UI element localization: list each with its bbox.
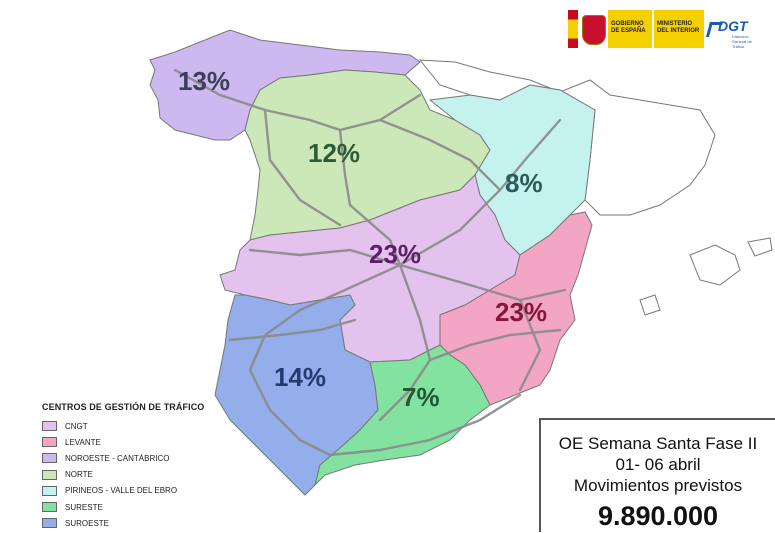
map-region-levante [439,211,593,406]
coat-of-arms-icon [582,15,606,45]
government-logos: GOBIERNO DE ESPAÑA MINISTERIO DEL INTERI… [568,10,772,49]
legend-item: SURESTE [42,499,272,515]
legend-label: NORTE [65,470,93,480]
pct-label-cngt: 23% [369,239,421,269]
legend-label: CNGT [65,421,88,431]
pct-label-levante: 23% [495,297,547,327]
legend-label: PIRINEOS - VALLE DEL EBRO [65,486,178,496]
legend-label: LEVANTE [65,437,101,447]
dgt-subtitle: Dirección General de Tráfico [732,34,752,49]
legend-item: NORTE [42,467,272,483]
legend-swatch [42,453,57,464]
map-region-sureste [314,344,491,487]
legend-swatch [42,469,57,480]
spain-flag-logo [568,10,578,48]
legend-swatch [42,437,57,448]
legend-label: SUROESTE [65,518,110,528]
dgt-logo-text: DGT [718,18,748,34]
pct-label-norte: 12% [308,138,360,168]
pct-label-sureste: 7% [402,382,440,412]
info-total: 9.890.000 [597,501,719,531]
pct-label-noroeste: 13% [178,66,230,96]
map-island-menorca [747,237,773,257]
map-island-mallorca [689,244,741,286]
legend-swatch [42,502,57,513]
legend-swatch [42,518,57,529]
info-title: OE Semana Santa Fase II [558,434,758,453]
gobierno-logo-block [608,10,652,48]
gobierno-text: GOBIERNO DE ESPAÑA [611,21,646,34]
legend-swatch [42,485,57,496]
pct-label-pirineos: 8% [505,168,543,198]
legend-item: LEVANTE [42,434,272,450]
info-subtitle: Movimientos previstos [573,476,743,495]
legend-item: SUROESTE [42,515,272,531]
info-box: OE Semana Santa Fase II 01- 06 abril Mov… [539,418,775,532]
pct-label-suroeste: 14% [274,362,326,392]
road-network [173,68,567,457]
ministerio-logo-block [654,10,704,48]
info-dates: 01- 06 abril [615,455,701,474]
legend-label: NOROESTE - CANTÁBRICO [65,453,170,463]
legend-item: CNGT [42,418,272,434]
legend-item: NOROESTE - CANTÁBRICO [42,450,272,466]
legend-label: SURESTE [65,502,103,512]
legend-item: PIRINEOS - VALLE DEL EBRO [42,483,272,499]
ministerio-text: MINISTERIO DEL INTERIOR [657,21,700,34]
map-legend: CENTROS DE GESTIÓN DE TRÁFICO CNGT LEVANT… [42,402,272,531]
legend-swatch [42,421,57,432]
map-island-ibiza [639,294,661,316]
legend-title: CENTROS DE GESTIÓN DE TRÁFICO [42,402,205,412]
